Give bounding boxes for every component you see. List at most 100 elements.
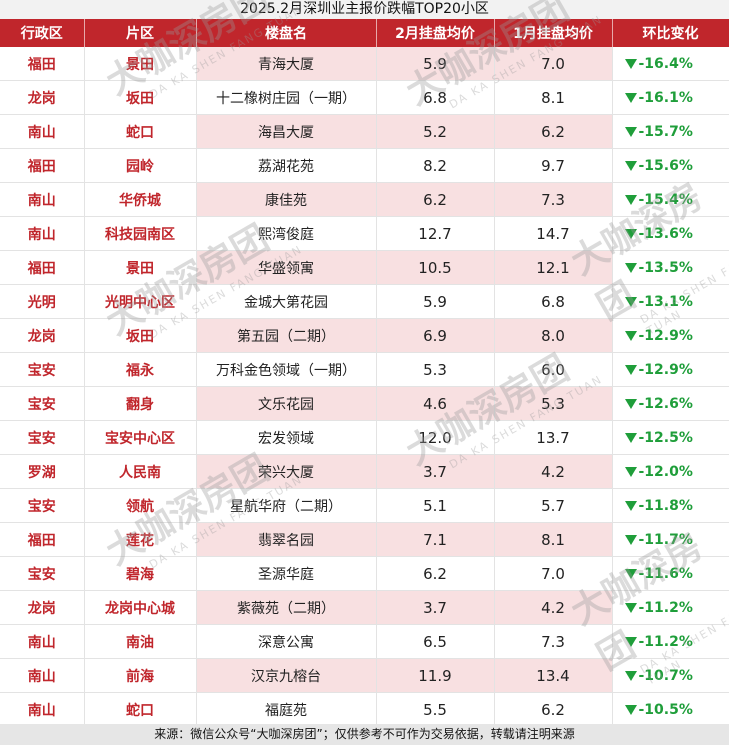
district-cell: 南山 <box>0 182 85 217</box>
jan-price-cell: 6.8 <box>494 284 613 319</box>
feb-price-cell: 6.8 <box>376 80 495 115</box>
area-cell: 莲花 <box>84 522 197 557</box>
jan-price-cell: 5.7 <box>494 488 613 523</box>
price-drop-table: 行政区 片区 楼盘名 2月挂盘均价 1月挂盘均价 环比变化 福田 景田 青海大厦 5.… <box>0 19 729 727</box>
jan-price-cell: 12.1 <box>494 250 613 285</box>
area-cell: 科技园南区 <box>84 216 197 251</box>
down-triangle-icon <box>624 228 637 239</box>
down-triangle-icon <box>624 194 637 205</box>
change-cell: -11.6% <box>612 556 729 591</box>
change-cell: -12.0% <box>612 454 729 489</box>
down-triangle-icon <box>624 92 637 103</box>
district-cell: 福田 <box>0 250 85 285</box>
feb-price-cell: 11.9 <box>376 658 495 693</box>
change-cell: -12.5% <box>612 420 729 455</box>
feb-price-cell: 3.7 <box>376 454 495 489</box>
area-cell: 坂田 <box>84 318 197 353</box>
column-header-area: 片区 <box>84 19 197 47</box>
property-name-cell: 华盛领寓 <box>196 250 377 285</box>
feb-price-cell: 8.2 <box>376 148 495 183</box>
feb-price-cell: 6.9 <box>376 318 495 353</box>
property-name-cell: 宏发领域 <box>196 420 377 455</box>
area-cell: 翻身 <box>84 386 197 421</box>
change-value: -11.6% <box>638 565 693 582</box>
change-value: -13.5% <box>638 259 693 276</box>
column-header-name: 楼盘名 <box>196 19 377 47</box>
source-footer: 来源：微信公众号“大咖深房团”；仅供参考不可作为交易依据，转载请注明来源 <box>0 724 729 745</box>
down-triangle-icon <box>624 296 637 307</box>
area-cell: 领航 <box>84 488 197 523</box>
area-cell: 景田 <box>84 250 197 285</box>
jan-price-cell: 8.1 <box>494 522 613 557</box>
change-value: -15.6% <box>638 157 693 174</box>
jan-price-cell: 9.7 <box>494 148 613 183</box>
area-cell: 宝安中心区 <box>84 420 197 455</box>
property-name-cell: 十二橡树庄园（一期） <box>196 80 377 115</box>
table-row: 龙岗 龙岗中心城 紫薇苑（二期） 3.7 4.2 -11.2% <box>0 590 729 625</box>
down-triangle-icon <box>624 58 637 69</box>
change-cell: -15.7% <box>612 114 729 149</box>
jan-price-cell: 4.2 <box>494 454 613 489</box>
table-row: 福田 莲花 翡翠名园 7.1 8.1 -11.7% <box>0 522 729 557</box>
property-name-cell: 康佳苑 <box>196 182 377 217</box>
district-cell: 龙岗 <box>0 590 85 625</box>
district-cell: 南山 <box>0 658 85 693</box>
table-row: 宝安 福永 万科金色领域（一期） 5.3 6.0 -12.9% <box>0 352 729 387</box>
change-cell: -13.1% <box>612 284 729 319</box>
property-name-cell: 汉京九榕台 <box>196 658 377 693</box>
table-row: 龙岗 坂田 十二橡树庄园（一期） 6.8 8.1 -16.1% <box>0 80 729 115</box>
area-cell: 华侨城 <box>84 182 197 217</box>
change-value: -12.9% <box>638 361 693 378</box>
district-cell: 南山 <box>0 216 85 251</box>
property-name-cell: 万科金色领域（一期） <box>196 352 377 387</box>
change-value: -12.9% <box>638 327 693 344</box>
feb-price-cell: 7.1 <box>376 522 495 557</box>
change-cell: -11.8% <box>612 488 729 523</box>
area-cell: 蛇口 <box>84 114 197 149</box>
change-cell: -11.2% <box>612 590 729 625</box>
property-name-cell: 紫薇苑（二期） <box>196 590 377 625</box>
property-name-cell: 文乐花园 <box>196 386 377 421</box>
down-triangle-icon <box>624 330 637 341</box>
feb-price-cell: 5.3 <box>376 352 495 387</box>
district-cell: 南山 <box>0 624 85 659</box>
change-cell: -12.6% <box>612 386 729 421</box>
district-cell: 龙岗 <box>0 80 85 115</box>
column-header-district: 行政区 <box>0 19 85 47</box>
change-cell: -10.5% <box>612 692 729 727</box>
jan-price-cell: 8.1 <box>494 80 613 115</box>
change-cell: -13.5% <box>612 250 729 285</box>
change-value: -10.7% <box>638 667 693 684</box>
area-cell: 福永 <box>84 352 197 387</box>
table-row: 宝安 碧海 圣源华庭 6.2 7.0 -11.6% <box>0 556 729 591</box>
district-cell: 光明 <box>0 284 85 319</box>
area-cell: 蛇口 <box>84 692 197 727</box>
feb-price-cell: 5.9 <box>376 47 495 81</box>
table-row: 南山 南油 深意公寓 6.5 7.3 -11.2% <box>0 624 729 659</box>
property-name-cell: 圣源华庭 <box>196 556 377 591</box>
change-value: -15.7% <box>638 123 693 140</box>
change-value: -13.1% <box>638 293 693 310</box>
change-value: -11.2% <box>638 599 693 616</box>
district-cell: 宝安 <box>0 352 85 387</box>
feb-price-cell: 6.2 <box>376 556 495 591</box>
district-cell: 宝安 <box>0 386 85 421</box>
area-cell: 园岭 <box>84 148 197 183</box>
change-value: -16.4% <box>638 55 693 72</box>
feb-price-cell: 3.7 <box>376 590 495 625</box>
feb-price-cell: 6.2 <box>376 182 495 217</box>
district-cell: 南山 <box>0 114 85 149</box>
area-cell: 龙岗中心城 <box>84 590 197 625</box>
feb-price-cell: 5.9 <box>376 284 495 319</box>
property-name-cell: 青海大厦 <box>196 47 377 81</box>
column-header-change: 环比变化 <box>612 19 729 47</box>
jan-price-cell: 5.3 <box>494 386 613 421</box>
down-triangle-icon <box>624 432 637 443</box>
jan-price-cell: 6.0 <box>494 352 613 387</box>
table-row: 福田 景田 华盛领寓 10.5 12.1 -13.5% <box>0 250 729 285</box>
area-cell: 前海 <box>84 658 197 693</box>
down-triangle-icon <box>624 568 637 579</box>
property-name-cell: 海昌大厦 <box>196 114 377 149</box>
table-row: 宝安 宝安中心区 宏发领域 12.0 13.7 -12.5% <box>0 420 729 455</box>
jan-price-cell: 13.4 <box>494 658 613 693</box>
